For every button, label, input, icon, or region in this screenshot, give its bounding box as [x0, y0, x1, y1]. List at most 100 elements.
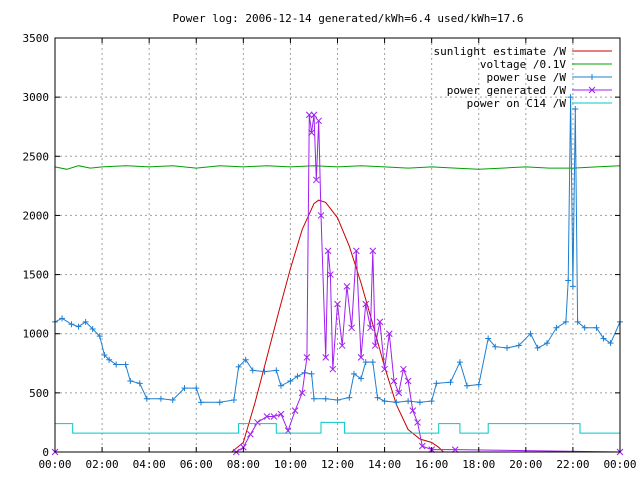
data-point: [287, 378, 294, 385]
data-point: [376, 318, 384, 326]
legend-entry: voltage /0.1V: [480, 58, 612, 71]
data-point: [581, 324, 588, 331]
data-point: [390, 377, 398, 385]
data-point: [350, 370, 357, 377]
data-point: [235, 363, 242, 370]
data-point: [322, 354, 330, 361]
legend-label: power generated /W: [447, 84, 567, 97]
data-point: [89, 325, 96, 332]
data-point: [414, 419, 421, 426]
data-point: [416, 399, 423, 406]
y-tick-label: 1000: [23, 328, 50, 341]
data-point: [565, 277, 572, 284]
data-point: [362, 359, 369, 366]
x-tick-label: 16:00: [415, 458, 448, 471]
data-point: [197, 399, 204, 406]
series-line: [54, 165, 621, 170]
data-point: [362, 300, 370, 308]
legend-marker: [589, 74, 595, 80]
axes: 0 500 1000 1500 2000 2500 3000 3500 00:00 02:00 04…: [23, 32, 637, 471]
data-point: [216, 399, 223, 406]
x-tick-label: 02:00: [86, 458, 119, 471]
y-tick-label: 500: [29, 387, 49, 400]
data-point: [374, 394, 381, 401]
data-point: [527, 330, 534, 337]
data-point: [504, 344, 510, 351]
data-point: [305, 111, 313, 119]
data-point: [242, 356, 249, 363]
data-point: [278, 382, 284, 389]
legend-label: power on C14 /W: [467, 97, 567, 110]
series-sunlight-estimate-w: [55, 199, 620, 453]
data-point: [310, 395, 317, 402]
series-line: [55, 421, 620, 434]
data-point: [485, 335, 492, 342]
y-tick-label: 1500: [23, 269, 50, 282]
data-point: [338, 342, 346, 349]
y-tick-label: 2000: [23, 209, 50, 222]
data-point: [400, 365, 407, 373]
data-point: [393, 399, 400, 406]
data-point: [143, 395, 150, 402]
data-point: [544, 340, 551, 347]
data-point: [428, 398, 435, 405]
data-point: [122, 361, 129, 368]
data-point: [315, 117, 323, 125]
data-point: [574, 318, 581, 325]
data-point: [395, 389, 403, 397]
legend-entry: power generated /W: [447, 84, 612, 97]
data-point: [456, 359, 463, 366]
x-tick-label: 10:00: [274, 458, 307, 471]
x-tick-label: 20:00: [509, 458, 542, 471]
legend-label: power use /W: [487, 71, 567, 84]
x-tick-label: 22:00: [556, 458, 589, 471]
data-point: [317, 212, 325, 219]
legend-label: sunlight estimate /W: [434, 45, 567, 58]
data-point: [567, 94, 574, 101]
data-point: [193, 385, 200, 392]
data-point: [294, 373, 301, 380]
data-point: [291, 407, 299, 414]
legend-entry: sunlight estimate /W: [434, 45, 612, 58]
data-point: [352, 247, 360, 255]
legend-entry: power use /W: [487, 71, 612, 84]
data-point: [247, 430, 254, 438]
legend-marker: [588, 86, 596, 94]
data-point: [463, 382, 470, 389]
data-point: [327, 271, 334, 278]
data-point: [409, 407, 417, 414]
data-point: [127, 378, 134, 385]
x-tick-label: 08:00: [227, 458, 260, 471]
data-point: [270, 413, 278, 420]
data-point: [553, 324, 560, 331]
data-point: [308, 370, 315, 377]
data-point: [515, 342, 522, 349]
data-point: [475, 381, 482, 388]
data-point: [298, 389, 306, 397]
series-layer: [51, 94, 624, 456]
data-point: [254, 419, 261, 426]
data-point: [113, 361, 120, 368]
y-tick-label: 2500: [23, 150, 50, 163]
data-point: [371, 342, 379, 349]
data-point: [367, 324, 374, 332]
data-point: [334, 396, 341, 403]
data-point: [249, 367, 256, 374]
data-point: [593, 324, 600, 331]
y-tick-label: 3500: [23, 32, 50, 45]
data-point: [348, 324, 355, 332]
y-tick-label: 3000: [23, 91, 50, 104]
data-point: [75, 323, 82, 330]
series-power-use-w: [52, 94, 623, 406]
data-point: [310, 111, 318, 119]
data-point: [343, 283, 351, 290]
data-point: [358, 375, 365, 382]
data-point: [569, 283, 576, 290]
data-point: [492, 343, 499, 350]
data-point: [312, 176, 320, 184]
data-point: [82, 318, 89, 325]
y-tick-label: 0: [42, 446, 49, 459]
x-tick-label: 06:00: [180, 458, 213, 471]
data-point: [101, 352, 108, 359]
x-tick-label: 04:00: [133, 458, 166, 471]
